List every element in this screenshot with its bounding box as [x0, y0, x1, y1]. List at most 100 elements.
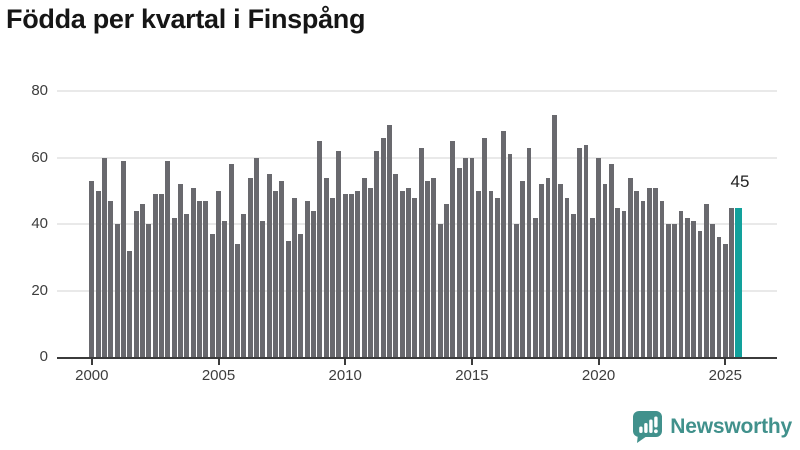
bar [266, 174, 272, 357]
bar [368, 187, 373, 357]
last-value-annotation: 45 [730, 171, 750, 191]
bar [488, 191, 494, 357]
x-axis-tick-label: 2010 [328, 367, 362, 384]
gridline-y80 [57, 90, 777, 93]
bar [456, 167, 462, 357]
bar [627, 177, 633, 357]
bar [596, 157, 601, 357]
bar [501, 131, 506, 357]
gridline-y60 [57, 156, 777, 159]
bar [399, 191, 405, 357]
bar [482, 137, 487, 357]
x-axis-tick-label: 2000 [75, 367, 109, 384]
bar [729, 207, 735, 357]
x-axis-tick [344, 359, 347, 365]
bar [444, 204, 449, 357]
bar [342, 194, 348, 357]
bar [507, 154, 513, 357]
bar [121, 161, 126, 357]
highlighted-bar [734, 207, 742, 357]
x-axis-tick [597, 359, 600, 365]
bar [551, 114, 557, 357]
bar [361, 177, 367, 357]
bar [412, 197, 418, 357]
x-axis-tick [217, 359, 220, 365]
bar [228, 164, 234, 357]
bar [665, 224, 671, 357]
bar [653, 187, 658, 357]
bar [691, 220, 697, 357]
bar [108, 200, 114, 357]
y-axis-tick-label: 20 [31, 281, 48, 299]
bar [133, 210, 139, 357]
bar [273, 191, 278, 357]
x-axis-tick-label: 2005 [201, 367, 236, 384]
bar [89, 181, 95, 357]
bar [431, 177, 437, 357]
bar [178, 184, 183, 357]
bar [672, 224, 678, 357]
bar [450, 141, 456, 357]
bar [209, 234, 215, 357]
bar [418, 147, 424, 357]
bar [526, 147, 532, 357]
bar [374, 151, 380, 357]
bar [659, 200, 665, 357]
brand-name: Newsworthy [670, 414, 792, 438]
bar [570, 214, 576, 357]
bar [564, 197, 570, 357]
bar [380, 137, 386, 357]
bar [323, 177, 329, 357]
bar [241, 214, 247, 357]
bar [95, 191, 101, 357]
x-axis-tick-label: 2025 [708, 367, 742, 384]
bar [425, 181, 430, 357]
bar [589, 217, 595, 357]
bar [304, 200, 310, 357]
bar [190, 187, 196, 357]
bar [678, 210, 684, 357]
bar [640, 200, 646, 357]
bar [254, 157, 259, 357]
newsworthy-logo-icon [633, 411, 663, 443]
bar [558, 184, 563, 357]
bar [646, 187, 652, 357]
bar [165, 161, 171, 357]
bar [311, 210, 316, 357]
bar [285, 240, 291, 357]
bar [140, 204, 145, 357]
bar [152, 194, 158, 357]
y-axis-tick-label: 40 [31, 215, 48, 233]
bar [469, 157, 475, 357]
bar [247, 177, 253, 357]
x-axis-tick [724, 359, 727, 365]
bar [437, 224, 443, 357]
bar [159, 194, 164, 357]
bar [203, 200, 209, 357]
bar [621, 210, 627, 357]
bar [184, 214, 190, 357]
bar [298, 234, 304, 357]
x-axis-tick [90, 359, 93, 365]
bar [520, 181, 525, 357]
bar [539, 184, 544, 357]
y-axis-tick-label: 60 [31, 148, 48, 166]
bar [387, 124, 392, 357]
bar [146, 224, 152, 357]
bar [222, 220, 228, 357]
bar [545, 177, 551, 357]
y-axis-tick-label: 80 [31, 82, 48, 100]
bar [608, 164, 614, 357]
bar [216, 191, 221, 357]
bar [336, 151, 342, 357]
bar [513, 224, 519, 357]
x-axis-tick-label: 2020 [581, 367, 616, 384]
bar [317, 141, 323, 357]
bar [463, 157, 468, 357]
bar [102, 157, 107, 357]
bar [684, 217, 690, 357]
bar [349, 194, 354, 357]
bar [260, 220, 266, 357]
